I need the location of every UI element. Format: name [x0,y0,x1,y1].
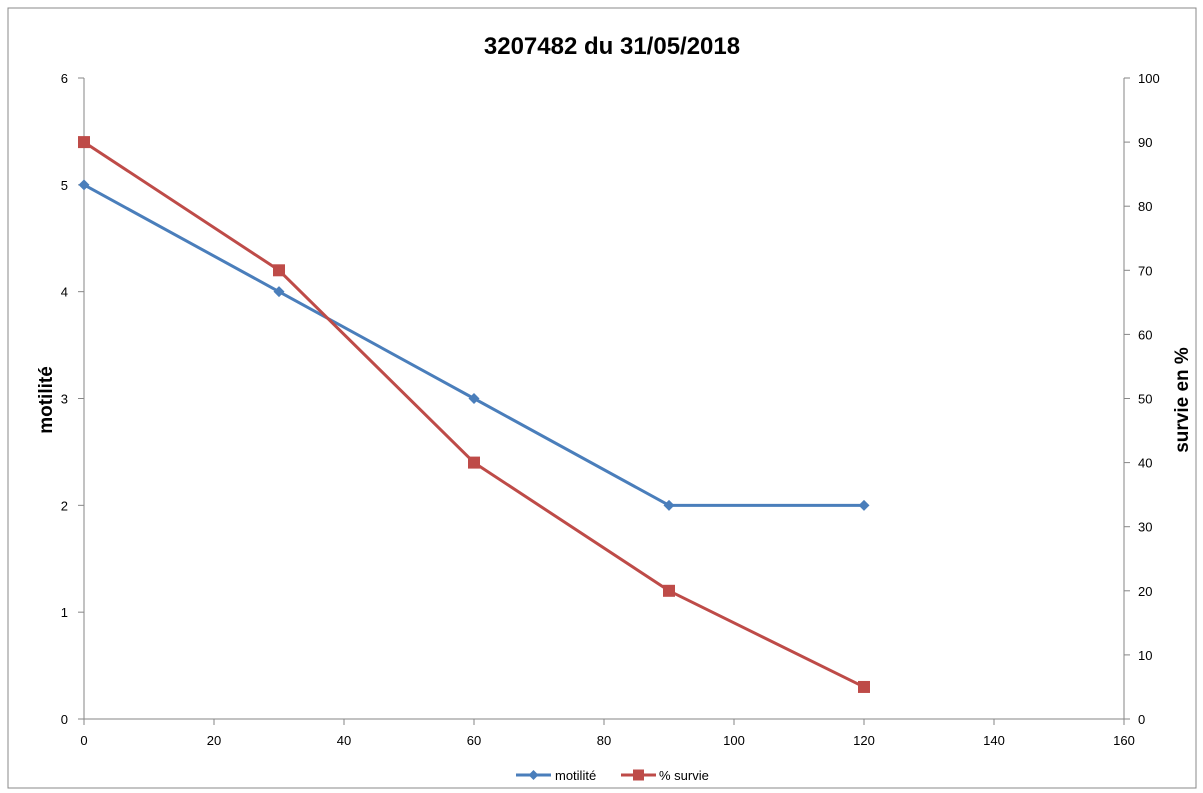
data-point-diamond [78,179,90,191]
x-tick-label: 120 [853,733,875,748]
y2-tick-label: 40 [1138,456,1152,471]
y-tick-label: 1 [61,605,68,620]
legend-marker-diamond [528,770,539,780]
y2-tick-label: 10 [1138,648,1152,663]
chart-border [7,7,1197,789]
y-tick-label: 4 [61,285,68,300]
y2-tick-label: 80 [1138,199,1152,214]
x-tick-label: 160 [1113,733,1135,748]
x-tick-label: 0 [80,733,87,748]
y2-tick-label: 20 [1138,584,1152,599]
data-point-diamond [273,286,285,298]
y2-tick-label: 90 [1138,135,1152,150]
y-tick-label: 3 [61,392,68,407]
y2-tick-label: 30 [1138,520,1152,535]
data-point-diamond [858,499,870,511]
x-tick-label: 80 [597,733,611,748]
y-tick-label: 5 [61,178,68,193]
y2-tick-label: 50 [1138,392,1152,407]
x-tick-label: 40 [337,733,351,748]
data-point-square [858,680,870,693]
y2-tick-label: 0 [1138,712,1145,727]
legend-marker-square [633,769,644,781]
series-layer [78,136,870,693]
x-tick-label: 60 [467,733,481,748]
y2-tick-label: 60 [1138,327,1152,342]
y2-axis-title: survie en % [1172,347,1193,453]
data-point-diamond [468,393,480,404]
y-tick-label: 2 [61,498,68,513]
y-tick-label: 6 [61,71,68,86]
x-tick-label: 20 [207,733,221,748]
x-tick-label: 140 [983,733,1005,748]
y-tick-label: 0 [61,712,68,727]
y2-tick-label: 100 [1138,71,1160,86]
legend: motilité % survie [516,768,709,783]
legend-label-1: % survie [659,768,709,783]
data-point-square [78,136,90,149]
y2-tick-label: 70 [1138,263,1152,278]
data-point-square [663,584,675,597]
axes: 0 20 40 60 80 100 120 140 1600123456010203040506… [61,71,1160,748]
data-point-square [468,456,480,469]
data-point-diamond [663,499,675,511]
legend-label-0: motilité [555,768,596,783]
data-point-square [273,264,285,277]
chart-title: 3207482 du 31/05/2018 [484,33,740,60]
x-tick-label: 100 [723,733,745,748]
y-axis-title: motilité [36,366,57,434]
